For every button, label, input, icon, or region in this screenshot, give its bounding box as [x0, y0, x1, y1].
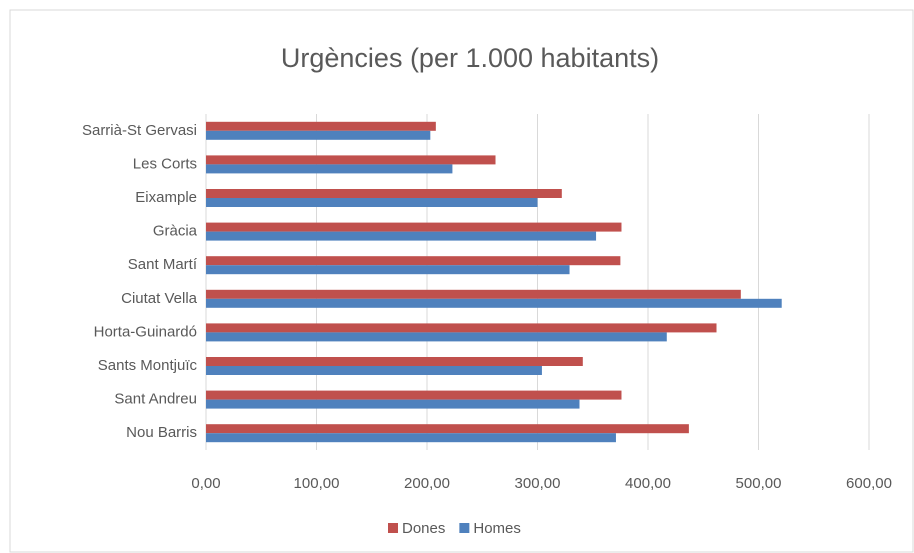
bar	[206, 231, 597, 241]
bar	[206, 332, 667, 342]
bar	[206, 399, 580, 409]
bar	[206, 164, 453, 174]
legend-label: Dones	[402, 520, 445, 537]
bar	[206, 198, 538, 207]
bar	[206, 390, 622, 400]
chart-frame	[9, 9, 914, 553]
bar	[206, 222, 622, 232]
y-tick-label: Sants Montjuïc	[98, 357, 198, 374]
y-tick-label: Sant Martí	[128, 256, 198, 273]
bar	[206, 289, 741, 299]
bar	[206, 130, 431, 140]
x-tick-label: 0,00	[191, 475, 220, 492]
y-tick-label: Nou Barris	[126, 424, 197, 441]
chart-title: Urgències (per 1.000 habitants)	[281, 43, 659, 73]
y-tick-label: Sant Andreu	[114, 391, 197, 408]
bar	[206, 265, 570, 275]
x-tick-label: 300,00	[515, 475, 561, 492]
bar	[206, 155, 496, 165]
y-tick-label: Horta-Guinardó	[94, 323, 197, 340]
x-tick-label: 200,00	[404, 475, 450, 492]
y-tick-label: Ciutat Vella	[121, 290, 198, 307]
legend-label: Homes	[473, 520, 521, 537]
bar	[206, 323, 717, 333]
bar	[206, 298, 782, 308]
y-tick-label: Sarrià-St Gervasi	[82, 122, 197, 139]
x-tick-label: 100,00	[294, 475, 340, 492]
bar	[206, 357, 583, 366]
legend-swatch	[388, 523, 398, 533]
bar	[206, 121, 436, 131]
bar	[206, 189, 562, 198]
bar	[206, 433, 616, 443]
y-tick-label: Les Corts	[133, 155, 197, 172]
y-tick-label: Gràcia	[153, 223, 198, 240]
x-tick-label: 400,00	[625, 475, 671, 492]
legend-swatch	[459, 523, 470, 533]
bar	[206, 366, 542, 375]
bar	[206, 256, 621, 266]
y-tick-label: Eixample	[135, 189, 197, 206]
x-tick-label: 600,00	[846, 475, 892, 492]
bar	[206, 424, 689, 434]
x-tick-label: 500,00	[736, 475, 782, 492]
